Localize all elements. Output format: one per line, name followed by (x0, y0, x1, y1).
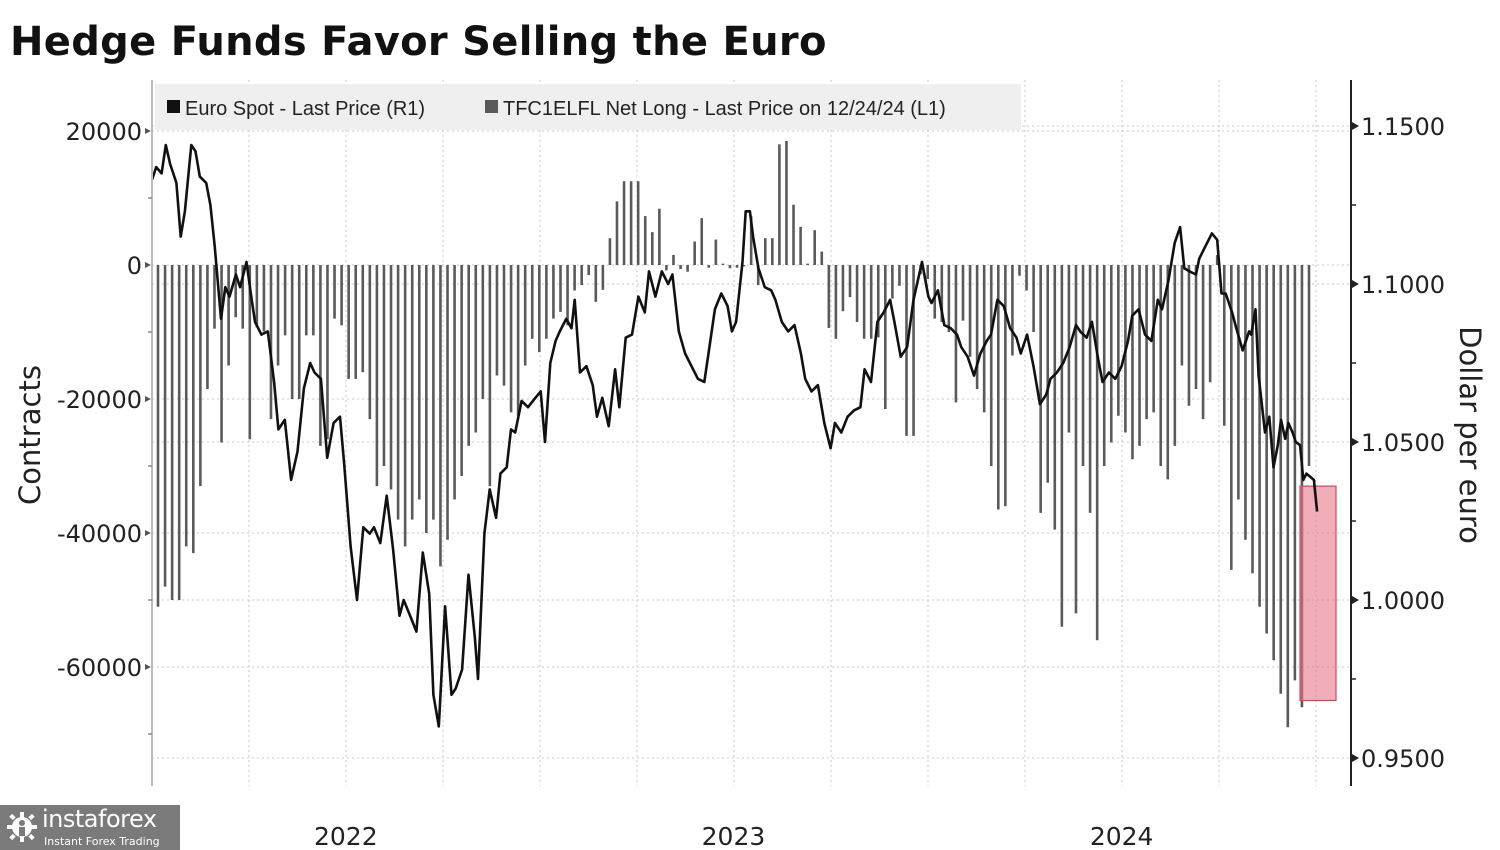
right-axis-ticks: 1.1500 1.1000 1.0500 1.0000 0.9500 (1351, 113, 1445, 773)
left-axis-title: Contracts (13, 365, 47, 505)
watermark-tagline: Instant Forex Trading (44, 835, 160, 848)
left-tick-mark (145, 262, 151, 268)
left-tick-label: 0 (127, 252, 142, 280)
x-axis-year-labels: 2022 2023 2024 (314, 822, 1153, 850)
gear-person-icon (7, 812, 37, 842)
right-tick-label: 1.0000 (1361, 587, 1445, 615)
left-tick-label: -40000 (57, 520, 142, 548)
right-axis-title: Dollar per euro (1453, 326, 1487, 544)
right-tick-label: 1.1000 (1361, 271, 1445, 299)
year-label-2023: 2023 (702, 822, 766, 850)
right-tick-label: 1.1500 (1361, 113, 1445, 141)
left-tick-mark (145, 530, 151, 536)
left-tick-label: 20000 (66, 118, 142, 146)
right-tick-mark (1352, 438, 1359, 446)
legend-swatch-net-long (485, 100, 498, 113)
right-tick-mark (1352, 122, 1359, 130)
left-tick-mark (145, 128, 151, 134)
left-tick-mark (145, 664, 151, 670)
legend-swatch-euro-spot (167, 100, 180, 113)
left-axis-ticks: 20000 0 -20000 -40000 -60000 (57, 118, 152, 735)
left-tick-label: -60000 (57, 654, 142, 682)
year-label-2022: 2022 (314, 822, 378, 850)
right-tick-mark (1352, 596, 1359, 604)
right-tick-mark (1352, 280, 1359, 288)
highlight-region (1299, 485, 1337, 702)
instaforex-watermark: instaforex Instant Forex Trading (0, 805, 180, 850)
left-tick-mark (145, 396, 151, 402)
year-label-2024: 2024 (1090, 822, 1154, 850)
legend-box (155, 84, 1021, 130)
legend-label-net-long: TFC1ELFL Net Long - Last Price on 12/24/… (503, 98, 946, 120)
euro-spot-line (150, 143, 1319, 728)
left-tick-label: -20000 (57, 386, 142, 414)
watermark-brand: instaforex (42, 805, 157, 833)
right-tick-label: 0.9500 (1361, 745, 1445, 773)
right-tick-mark (1352, 754, 1359, 762)
right-tick-label: 1.0500 (1361, 429, 1445, 457)
chart-title: Hedge Funds Favor Selling the Euro (10, 19, 827, 65)
legend-label-euro-spot: Euro Spot - Last Price (R1) (185, 98, 425, 120)
